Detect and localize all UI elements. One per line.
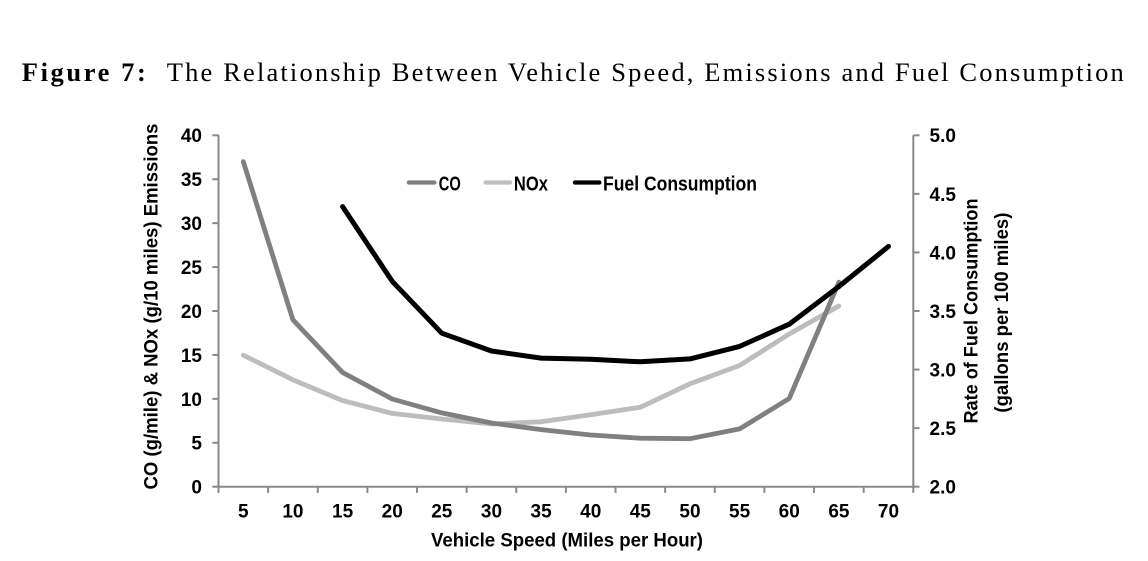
- svg-text:NOx: NOx: [514, 173, 548, 195]
- svg-text:4.5: 4.5: [930, 185, 957, 206]
- svg-text:40: 40: [580, 501, 601, 522]
- svg-text:60: 60: [779, 501, 800, 522]
- svg-text:5: 5: [191, 434, 202, 455]
- svg-text:3.0: 3.0: [930, 361, 956, 382]
- svg-text:45: 45: [630, 501, 652, 522]
- svg-text:(gallons per 100 miles): (gallons per 100 miles): [991, 213, 1013, 413]
- svg-text:65: 65: [828, 501, 850, 522]
- svg-text:35: 35: [181, 170, 203, 191]
- svg-text:10: 10: [282, 501, 303, 522]
- svg-text:Fuel Consumption: Fuel Consumption: [603, 173, 757, 195]
- svg-text:25: 25: [431, 501, 453, 522]
- svg-text:70: 70: [878, 501, 899, 522]
- svg-text:25: 25: [181, 258, 203, 279]
- svg-text:CO (g/mile) & NOx (g/10 miles): CO (g/mile) & NOx (g/10 miles) Emissions: [141, 123, 163, 489]
- svg-text:30: 30: [181, 214, 202, 235]
- svg-text:0: 0: [191, 478, 202, 499]
- svg-text:CO: CO: [439, 173, 461, 195]
- svg-text:3.5: 3.5: [930, 302, 957, 323]
- svg-text:15: 15: [181, 346, 203, 367]
- svg-text:50: 50: [679, 501, 700, 522]
- svg-text:2.5: 2.5: [930, 419, 957, 440]
- svg-text:10: 10: [181, 390, 202, 411]
- svg-text:Vehicle Speed (Miles per Hour): Vehicle Speed (Miles per Hour): [431, 530, 703, 552]
- svg-text:5.0: 5.0: [930, 126, 956, 147]
- svg-text:20: 20: [181, 302, 202, 323]
- svg-text:2.0: 2.0: [930, 478, 956, 499]
- svg-text:15: 15: [332, 501, 354, 522]
- svg-text:20: 20: [382, 501, 403, 522]
- svg-text:The Relationship Between Vehic: The Relationship Between Vehicle Speed, …: [167, 57, 1124, 87]
- svg-text:4.0: 4.0: [930, 243, 956, 264]
- svg-text:35: 35: [531, 501, 553, 522]
- svg-text:Figure 7:: Figure 7:: [22, 57, 146, 87]
- svg-text:30: 30: [481, 501, 502, 522]
- svg-text:40: 40: [181, 126, 202, 147]
- svg-text:Rate of Fuel Consumption: Rate of Fuel Consumption: [961, 199, 983, 424]
- svg-text:5: 5: [238, 501, 249, 522]
- svg-text:55: 55: [729, 501, 751, 522]
